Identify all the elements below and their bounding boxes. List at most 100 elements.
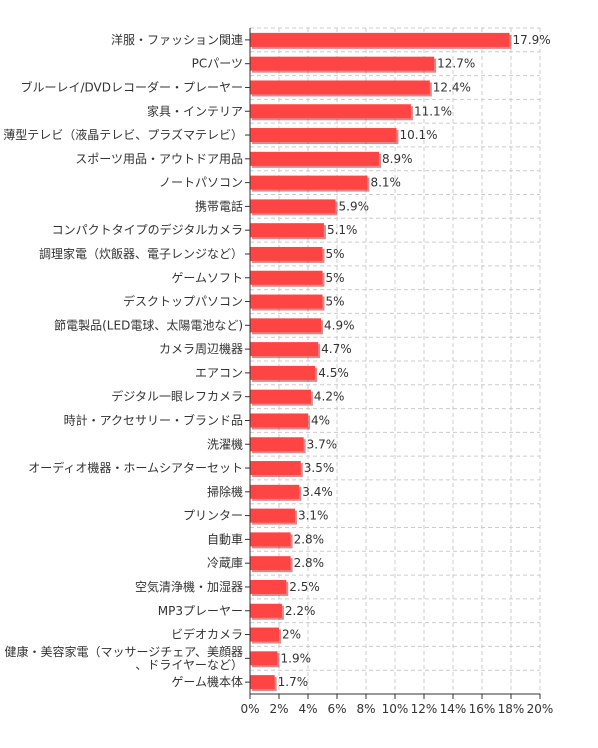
value-label: 4% — [311, 413, 330, 427]
value-label: 2.8% — [294, 532, 325, 546]
value-label: 3.5% — [304, 461, 335, 475]
category-label: オーディオ機器・ホームシアターセット — [28, 460, 243, 475]
category-label: 節電製品(LED電球、太陽電池など) — [54, 317, 243, 332]
bar — [250, 627, 279, 642]
x-tick-label: 0% — [240, 702, 259, 716]
bar — [250, 365, 316, 380]
category-label: コンパクトタイプのデジタルカメラ — [52, 222, 243, 237]
value-label: 11.1% — [414, 104, 452, 118]
value-label: 5.9% — [339, 199, 370, 213]
value-label: 4.7% — [321, 342, 352, 356]
category-label: 時計・アクセサリー・ブランド品 — [64, 412, 243, 427]
category-label: PCパーツ — [192, 57, 243, 71]
category-labels: 洋服・ファッション関連 PCパーツブルーレイ/DVDレコーダー・プレーヤー家具・イ… — [3, 32, 243, 689]
category-label: 調理家電（炊飯器、電子レンジなど） — [39, 246, 243, 261]
category-label: デジタル一眼レフカメラ — [111, 389, 243, 404]
value-label: 12.7% — [437, 57, 475, 71]
bar — [250, 80, 430, 95]
x-tick-label: 14% — [440, 702, 467, 716]
bar — [250, 56, 435, 71]
x-tick-label: 8% — [356, 702, 375, 716]
value-label: 2.5% — [289, 580, 320, 594]
value-label: 12.4% — [433, 80, 471, 94]
bar — [250, 651, 278, 666]
bar — [250, 532, 291, 547]
category-label: 洗濯機 — [207, 436, 243, 451]
bar — [250, 603, 282, 618]
value-label: 2.8% — [294, 556, 325, 570]
value-label: 8.1% — [370, 176, 401, 190]
category-label: 冷蔵庫 — [207, 556, 243, 570]
value-label: 3.7% — [307, 437, 338, 451]
value-label: 5% — [326, 271, 345, 285]
x-tick-label: 20% — [527, 702, 554, 716]
category-label: 洋服・ファッション関連 — [111, 32, 243, 47]
x-tick-label: 18% — [498, 702, 525, 716]
category-label: ゲーム機本体 — [171, 674, 243, 689]
bar — [250, 484, 300, 499]
category-label: ノートパソコン — [159, 176, 243, 190]
bar — [250, 437, 304, 452]
x-tick-label: 4% — [298, 702, 317, 716]
category-label: 薄型テレビ（液晶テレビ、プラズマテレビ） — [3, 127, 243, 142]
bars-group — [250, 32, 512, 692]
bar — [250, 128, 397, 143]
bar — [250, 270, 323, 285]
bar — [250, 175, 368, 190]
category-label: プリンター — [183, 509, 243, 523]
category-label: ゲームソフト — [171, 271, 243, 285]
bar — [250, 151, 380, 166]
bar — [250, 318, 322, 333]
value-label: 5% — [326, 247, 345, 261]
value-label: 4.5% — [318, 366, 349, 380]
value-label: 3.1% — [298, 509, 329, 523]
category-label: MP3プレーヤー — [158, 604, 243, 618]
value-label: 2.2% — [285, 604, 316, 618]
x-tick-label: 2% — [269, 702, 288, 716]
value-label: 4.9% — [324, 318, 355, 332]
bar — [250, 199, 336, 214]
category-label: 家具・インテリア — [147, 103, 243, 118]
value-label: 17.9% — [513, 33, 551, 47]
grid-lines — [250, 27, 541, 695]
value-label: 5.1% — [327, 223, 358, 237]
x-tick-label: 16% — [469, 702, 496, 716]
category-label: 自動車 — [207, 532, 243, 546]
bar — [250, 223, 324, 238]
category-label: 携帯電話 — [195, 198, 243, 213]
category-label: ブルーレイ/DVDレコーダー・プレーヤー — [20, 79, 243, 94]
axes-group — [245, 28, 541, 699]
category-label: デスクトップパソコン — [123, 294, 243, 309]
value-label: 8.9% — [382, 152, 413, 166]
bar — [250, 675, 275, 690]
bar — [250, 556, 291, 571]
bar — [250, 389, 311, 404]
x-tick-labels: 0% 2% 4% 6% 8% 10% 12% 14% 16% 18% 20% — [240, 702, 553, 716]
bar — [250, 246, 323, 261]
value-label: 10.1% — [399, 128, 437, 142]
value-label: 2% — [282, 628, 301, 642]
bar — [250, 413, 308, 428]
value-label: 3.4% — [302, 485, 333, 499]
bar — [250, 32, 510, 47]
category-label: カメラ周辺機器 — [159, 341, 243, 356]
value-labels: 17.9% 12.7% 12.4% 11.1% 10.1% 8.9% 8.1%5.9% 5.1… — [278, 33, 551, 689]
value-label: 5% — [326, 295, 345, 309]
bar — [250, 104, 411, 119]
category-label: 健康・美容家電（マッサージチェア、美顔器、ドライヤーなど） — [4, 644, 243, 672]
bar — [250, 294, 323, 309]
bar — [250, 508, 295, 523]
category-label: ビデオカメラ — [171, 627, 243, 642]
category-label: エアコン — [195, 366, 243, 380]
value-label: 1.9% — [281, 651, 312, 665]
x-tick-label: 6% — [327, 702, 346, 716]
x-tick-label: 10% — [382, 702, 409, 716]
value-label: 1.7% — [278, 675, 309, 689]
bar — [250, 579, 287, 594]
category-label: スポーツ用品・アウトドア用品 — [75, 152, 243, 166]
x-tick-label: 12% — [411, 702, 438, 716]
category-label: 掃除機 — [207, 484, 243, 499]
value-label: 4.2% — [314, 390, 345, 404]
category-label: 空気清浄機・加湿器 — [135, 579, 243, 594]
